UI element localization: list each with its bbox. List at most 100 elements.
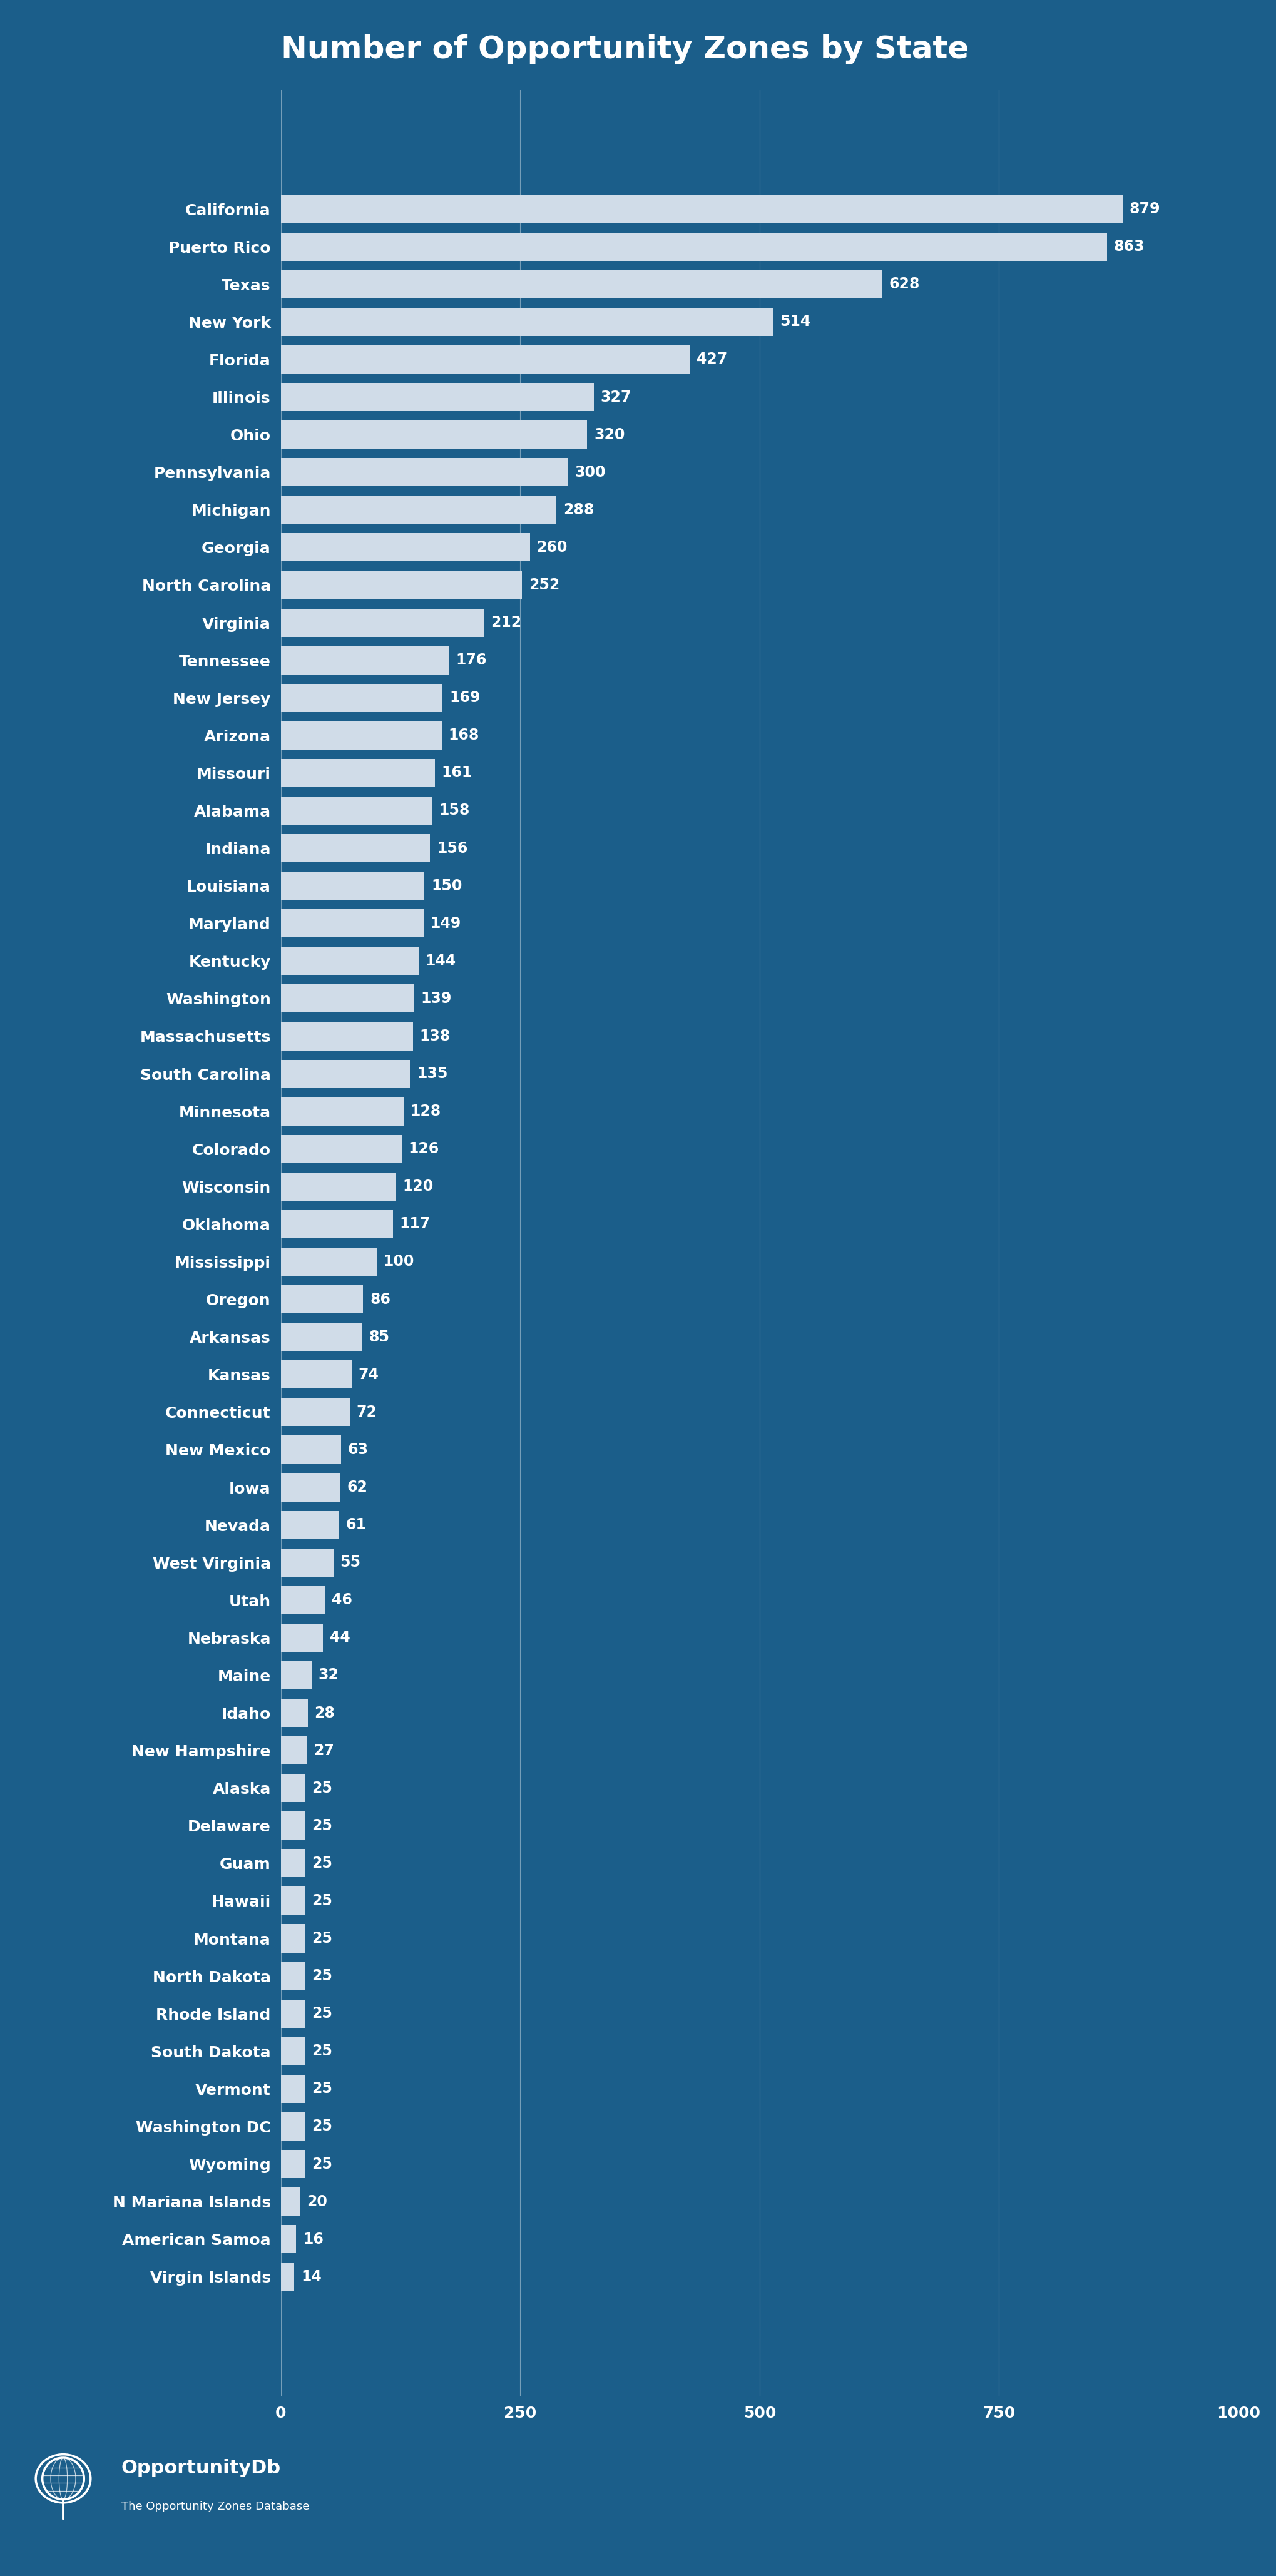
Text: 25: 25: [311, 1819, 332, 1834]
Bar: [281, 796, 433, 824]
Text: 144: 144: [425, 953, 456, 969]
Text: 139: 139: [421, 992, 452, 1007]
Text: 25: 25: [311, 1855, 332, 1870]
Bar: [281, 835, 430, 863]
Text: 288: 288: [563, 502, 593, 518]
Bar: [281, 1136, 401, 1162]
Bar: [281, 1698, 308, 1726]
Text: The Opportunity Zones Database: The Opportunity Zones Database: [121, 2501, 309, 2512]
Bar: [281, 1172, 396, 1200]
Text: 158: 158: [439, 804, 470, 819]
Text: 126: 126: [408, 1141, 439, 1157]
Bar: [281, 459, 568, 487]
Bar: [281, 533, 530, 562]
Text: 61: 61: [346, 1517, 366, 1533]
Bar: [281, 683, 443, 711]
Bar: [281, 871, 425, 899]
Text: 63: 63: [347, 1443, 369, 1458]
Text: 149: 149: [430, 917, 461, 930]
Text: 25: 25: [311, 1932, 332, 1945]
Bar: [281, 232, 1106, 260]
Text: 28: 28: [314, 1705, 334, 1721]
Text: 100: 100: [383, 1255, 413, 1270]
Text: 85: 85: [369, 1329, 389, 1345]
Text: 427: 427: [697, 353, 727, 366]
Text: 62: 62: [347, 1479, 367, 1494]
Bar: [281, 1399, 350, 1427]
Bar: [281, 2187, 300, 2215]
Bar: [281, 1510, 339, 1538]
Text: 25: 25: [311, 1968, 332, 1984]
Bar: [281, 2226, 296, 2254]
Bar: [281, 1736, 306, 1765]
Bar: [281, 1023, 413, 1051]
Bar: [281, 270, 882, 299]
Bar: [281, 1662, 311, 1690]
Text: 320: 320: [593, 428, 624, 443]
Bar: [281, 1886, 305, 1914]
Text: 863: 863: [1114, 240, 1145, 255]
Bar: [281, 1587, 324, 1615]
Text: 117: 117: [399, 1216, 430, 1231]
Text: 327: 327: [601, 389, 632, 404]
Text: 260: 260: [536, 541, 567, 554]
Bar: [281, 1435, 341, 1463]
Text: 44: 44: [329, 1631, 350, 1646]
Text: 252: 252: [528, 577, 559, 592]
Bar: [281, 2038, 305, 2066]
Bar: [281, 345, 689, 374]
Bar: [281, 1097, 403, 1126]
Text: 25: 25: [311, 1780, 332, 1795]
Bar: [281, 1360, 352, 1388]
Text: 150: 150: [431, 878, 462, 894]
Bar: [281, 1963, 305, 1991]
Bar: [281, 2151, 305, 2179]
Bar: [281, 2074, 305, 2102]
Bar: [281, 721, 441, 750]
Bar: [281, 1850, 305, 1878]
Bar: [281, 1623, 323, 1651]
Text: 25: 25: [311, 2120, 332, 2133]
Text: 25: 25: [311, 1893, 332, 1909]
Text: 176: 176: [456, 652, 486, 667]
Bar: [281, 1247, 376, 1275]
Bar: [281, 1059, 410, 1087]
Text: 74: 74: [359, 1368, 379, 1381]
Text: 72: 72: [356, 1404, 376, 1419]
Text: 32: 32: [318, 1667, 338, 1682]
Text: 212: 212: [490, 616, 521, 631]
Bar: [281, 760, 435, 788]
Text: 16: 16: [302, 2231, 323, 2246]
Bar: [281, 984, 413, 1012]
Text: 168: 168: [448, 729, 478, 742]
Bar: [281, 384, 593, 412]
Text: 161: 161: [441, 765, 472, 781]
Bar: [281, 1924, 305, 1953]
Text: 25: 25: [311, 2043, 332, 2058]
Bar: [281, 1811, 305, 1839]
Bar: [281, 909, 424, 938]
Bar: [281, 572, 522, 600]
Text: OpportunityDb: OpportunityDb: [121, 2458, 281, 2478]
Bar: [281, 2112, 305, 2141]
Text: 514: 514: [780, 314, 810, 330]
Text: 300: 300: [574, 464, 606, 479]
Text: Number of Opportunity Zones by State: Number of Opportunity Zones by State: [281, 33, 968, 64]
Text: 138: 138: [420, 1028, 450, 1043]
Text: 25: 25: [311, 2156, 332, 2172]
Bar: [281, 196, 1122, 224]
Bar: [281, 495, 556, 523]
Bar: [281, 647, 449, 675]
Text: 55: 55: [339, 1556, 361, 1569]
Text: 628: 628: [888, 276, 919, 291]
Bar: [281, 948, 419, 976]
Bar: [281, 1285, 362, 1314]
Text: 128: 128: [410, 1105, 440, 1118]
Bar: [281, 2262, 295, 2290]
Bar: [281, 608, 484, 636]
Bar: [281, 307, 773, 335]
Text: 879: 879: [1129, 201, 1160, 216]
Text: 135: 135: [417, 1066, 448, 1082]
Text: 120: 120: [402, 1180, 433, 1195]
Bar: [281, 1324, 362, 1350]
